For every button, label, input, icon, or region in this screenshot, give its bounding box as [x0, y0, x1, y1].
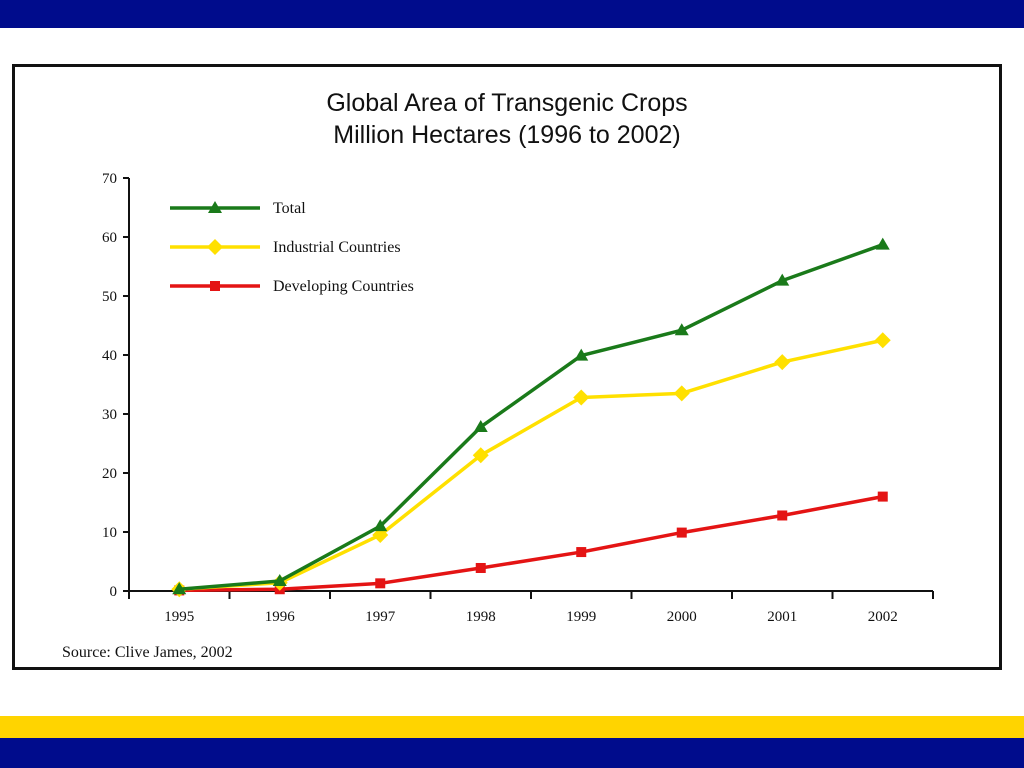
x-tick-label: 1999 — [566, 609, 596, 625]
x-tick-label: 2001 — [767, 609, 797, 625]
data-point-developing-countries — [375, 578, 386, 589]
legend-label-total: Total — [273, 200, 306, 217]
series-line-industrial-countries — [179, 338, 884, 591]
x-tick-label: 2000 — [667, 609, 697, 625]
source-note: Source: Clive James, 2002 — [62, 644, 233, 661]
y-tick-label: 30 — [102, 407, 117, 423]
data-point-developing-countries — [475, 562, 486, 573]
data-point-industrial-countries — [874, 332, 891, 349]
data-point-developing-countries — [676, 527, 687, 538]
data-point-total — [574, 348, 589, 361]
y-tick-label: 0 — [110, 584, 118, 600]
x-tick-label: 2002 — [868, 609, 898, 625]
line-chart: Global Area of Transgenic Crops Million … — [62, 89, 934, 661]
data-point-developing-countries — [576, 547, 587, 558]
data-point-industrial-countries — [573, 389, 590, 406]
data-point-total — [674, 323, 689, 336]
legend-marker-total — [208, 201, 222, 213]
data-point-total — [775, 273, 790, 286]
x-tick-label: 1996 — [265, 609, 296, 625]
legend-label-industrial-countries: Industrial Countries — [273, 239, 401, 256]
bottom-yellow-band — [0, 716, 1024, 738]
y-tick-label: 60 — [102, 230, 117, 246]
data-point-total — [473, 419, 488, 432]
data-point-industrial-countries — [673, 385, 690, 402]
legend-label-developing-countries: Developing Countries — [273, 278, 414, 295]
x-tick-label: 1998 — [466, 609, 496, 625]
data-point-total — [272, 573, 287, 586]
data-point-total — [875, 237, 890, 250]
data-point-developing-countries — [877, 491, 888, 502]
data-point-developing-countries — [777, 510, 788, 521]
bottom-blue-band — [0, 738, 1024, 768]
legend-marker-developing-countries — [210, 281, 220, 291]
series-line-total — [179, 243, 884, 591]
y-tick-label: 70 — [102, 171, 117, 187]
y-tick-label: 50 — [102, 289, 117, 305]
x-tick-label: 1995 — [164, 609, 194, 625]
data-point-industrial-countries — [774, 354, 791, 371]
top-band — [0, 0, 1024, 28]
chart-frame: Global Area of Transgenic Crops Million … — [12, 64, 1002, 670]
data-point-industrial-countries — [472, 447, 489, 464]
legend-marker-industrial-countries — [207, 239, 223, 255]
chart-title: Global Area of Transgenic Crops — [326, 89, 687, 117]
chart-subtitle: Million Hectares (1996 to 2002) — [333, 121, 680, 149]
series-line-developing-countries — [179, 494, 884, 593]
y-tick-label: 10 — [102, 525, 117, 541]
y-tick-label: 20 — [102, 466, 117, 482]
y-tick-label: 40 — [102, 348, 117, 364]
data-point-total — [172, 582, 187, 595]
x-tick-label: 1997 — [365, 609, 396, 625]
data-point-total — [373, 519, 388, 532]
